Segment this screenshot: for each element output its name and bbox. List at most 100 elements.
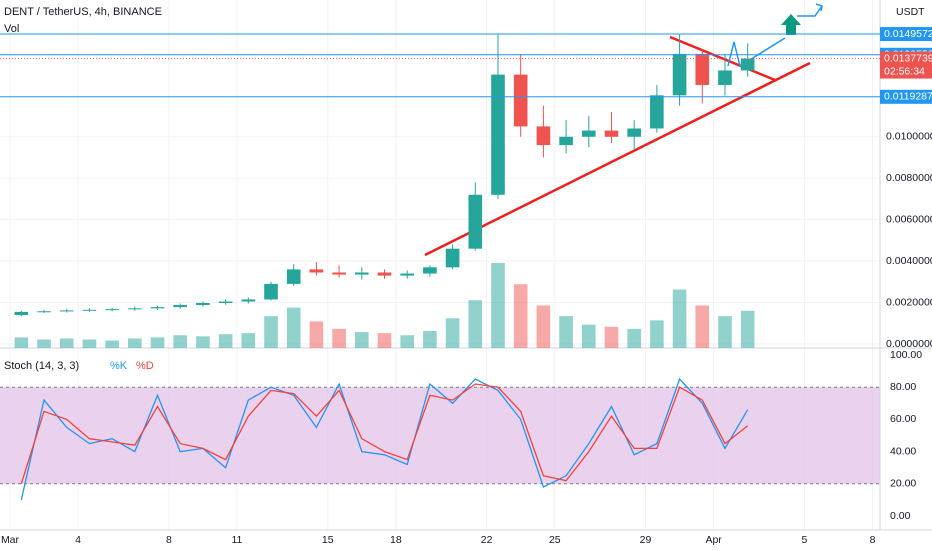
stoch-band [0, 387, 880, 484]
candle-body [14, 311, 29, 315]
candle-body [650, 95, 664, 129]
volume-bar [286, 307, 301, 348]
volume-label: Vol [4, 23, 19, 35]
volume-bar [150, 337, 165, 348]
volume-bar [59, 338, 74, 348]
y-tick-label: 0.0020000 [886, 296, 932, 308]
stoch-title: Stoch (14, 3, 3) [4, 360, 79, 372]
volume-bar [740, 310, 755, 348]
candle-body [377, 272, 392, 276]
candle-body [264, 283, 278, 300]
x-tick-label: Mar [1, 534, 20, 546]
candle-body [105, 309, 119, 311]
volume-bar [400, 335, 415, 348]
candle-body [59, 310, 74, 312]
volume-bar [173, 335, 188, 348]
candle-body [218, 301, 233, 303]
volume-bar [695, 305, 710, 348]
candle-body [718, 70, 732, 85]
projection-arrow [797, 5, 823, 17]
stoch-line [20, 383, 749, 484]
candle-body [37, 311, 51, 313]
candle-body [627, 128, 641, 137]
y-tick-label: 40.00 [890, 445, 916, 457]
candle-body [740, 58, 755, 71]
candle-body [491, 74, 505, 195]
candle-body [536, 126, 551, 146]
candle-body [468, 194, 483, 249]
volume-bar [604, 326, 619, 348]
support-trendline [424, 61, 811, 257]
candle-body [332, 272, 346, 275]
x-tick-label: 25 [549, 534, 561, 546]
candle-body [354, 272, 369, 275]
candle-body [513, 74, 528, 127]
level-label: 0.0149572 [884, 28, 932, 40]
level-tag [880, 89, 932, 104]
x-tick-label: 8 [870, 534, 876, 546]
x-tick-label: 4 [75, 534, 81, 546]
y-tick-label: 0.0060000 [886, 213, 932, 225]
y-tick-label: 20.00 [890, 478, 916, 490]
volume-bar [82, 339, 97, 348]
legend-entry: %K [110, 360, 128, 372]
volume-bar [14, 337, 29, 348]
volume-bar [309, 321, 324, 348]
y-tick-label: 0.00 [890, 510, 911, 522]
candle-body [400, 273, 415, 276]
volume-bar [196, 336, 210, 348]
x-tick-label: 5 [801, 534, 807, 546]
background-layer [0, 0, 880, 530]
candle-body [559, 136, 573, 146]
volume-bar [377, 333, 392, 348]
volume-bar [37, 339, 51, 348]
candle-body [423, 267, 437, 274]
volume-bar [264, 316, 278, 348]
candle-body [581, 130, 596, 137]
y-tick-label: 100.00 [890, 349, 922, 361]
candle-body [173, 305, 188, 308]
x-tick-label: 29 [640, 534, 652, 546]
volume-bar [128, 338, 142, 348]
level-label: 0.0119287 [884, 91, 932, 103]
volume-bar [536, 305, 551, 348]
y-tick-label: 60.00 [890, 413, 916, 425]
candle-body [241, 299, 256, 302]
volume-bar [491, 263, 505, 348]
volume-bar [354, 332, 369, 348]
x-tick-label: 22 [481, 534, 493, 546]
candle-body [82, 309, 97, 311]
volume-bar [468, 300, 483, 348]
volume-bar [241, 333, 256, 348]
volume-bar [718, 316, 732, 348]
x-tick-label: 8 [166, 534, 172, 546]
volume-bar [559, 316, 573, 348]
volume-bar [513, 284, 528, 348]
volume-bar [105, 340, 119, 348]
chart-title: DENT / TetherUS, 4h, BINANCE [4, 6, 162, 18]
volume-bar [218, 334, 233, 348]
x-tick-label: 11 [232, 534, 243, 546]
currency-label: USDT [896, 6, 925, 18]
candle-body [445, 248, 460, 268]
candle-body [286, 269, 301, 284]
volume-bar [581, 324, 596, 348]
candle-body [196, 302, 210, 306]
up-arrow [781, 14, 801, 35]
volume-bar [445, 318, 460, 348]
y-tick-label: 0.0040000 [886, 255, 932, 267]
y-tick-label: 0.0100000 [886, 131, 932, 143]
y-tick-label: 0.0080000 [886, 172, 932, 184]
legend-entry: %D [136, 360, 154, 372]
candle-body [672, 53, 687, 96]
annotations [424, 3, 823, 257]
last-price-label: 0.0137739 [884, 52, 932, 64]
candle-body [150, 307, 165, 309]
volume-bar [672, 289, 687, 348]
countdown-label: 02:56:34 [884, 65, 925, 77]
candle-body [128, 308, 142, 310]
volume-bar [627, 328, 641, 348]
volume-bar [332, 328, 346, 348]
volume-bar [423, 331, 437, 348]
